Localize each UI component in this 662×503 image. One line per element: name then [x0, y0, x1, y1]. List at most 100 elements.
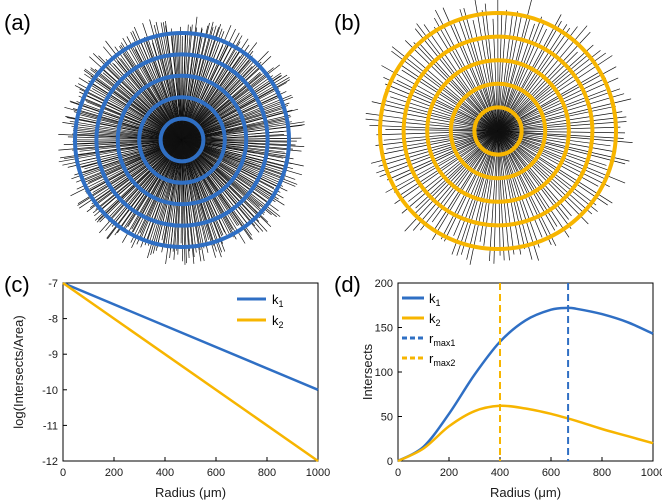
- sholl-ring: [94, 52, 270, 228]
- radial-branch: [458, 18, 499, 132]
- radial-branch: [181, 139, 281, 193]
- radial-branch: [497, 130, 624, 139]
- radial-branch: [497, 130, 610, 188]
- plot-c-ytick-label: -8: [48, 314, 58, 326]
- radial-branch: [181, 41, 241, 141]
- radial-branch: [181, 76, 268, 141]
- radial-branch: [379, 130, 499, 177]
- radial-branch: [160, 33, 183, 141]
- legend-d-k2-label: k2: [429, 311, 441, 328]
- radial-branch: [497, 130, 604, 179]
- radial-branch: [181, 91, 281, 141]
- radial-branch: [497, 130, 626, 134]
- plot-d-ticks: 0 200 400 600 800 1000 0 50 100 150 200: [375, 278, 662, 479]
- radial-branch: [409, 54, 499, 132]
- radial-branch: [73, 108, 183, 141]
- radial-branch: [181, 27, 198, 141]
- radial-branch: [433, 17, 499, 132]
- panel-label-c: (c): [4, 272, 30, 297]
- radial-branch: [180, 26, 183, 141]
- plot-c-series: [62, 281, 319, 463]
- radial-branch: [181, 139, 292, 164]
- radial-branch: [497, 130, 570, 238]
- radial-branch: [497, 130, 526, 250]
- radial-branch: [497, 16, 543, 132]
- radial-branch: [115, 57, 183, 141]
- radial-branch: [170, 139, 183, 250]
- radial-branch: [181, 139, 265, 215]
- plot-c-ticks: 0 200 400 600 800 1000 -7 -8 -9 -10 -11 -12: [42, 278, 330, 479]
- radial-branch: [181, 134, 291, 141]
- radial-branch: [497, 130, 612, 172]
- sholl-diagram-b: [365, 0, 633, 265]
- radial-branch: [181, 139, 261, 219]
- radial-branch: [181, 50, 254, 141]
- radial-branch: [376, 130, 499, 174]
- radial-branch: [382, 130, 499, 155]
- radial-branch: [181, 139, 289, 155]
- sholl-ring: [137, 95, 227, 185]
- radial-branch: [122, 139, 183, 230]
- radial-branch: [497, 17, 531, 132]
- plot-d-xtick-label: 0: [395, 467, 401, 479]
- radial-branch: [181, 95, 282, 141]
- radial-branch: [443, 130, 499, 242]
- radial-branch: [181, 139, 294, 170]
- radial-branch: [79, 107, 183, 141]
- radial-branch: [181, 139, 281, 184]
- radial-branch: [497, 77, 607, 132]
- radial-branch: [420, 130, 499, 231]
- radial-branch: [144, 139, 183, 246]
- sholl-ring: [158, 116, 206, 164]
- radial-branch: [497, 88, 621, 132]
- plot-c-ytick-label: -11: [43, 420, 58, 432]
- radial-branch: [181, 139, 234, 238]
- legend-d-k1-label: k1: [429, 291, 441, 308]
- radial-branch: [109, 139, 183, 217]
- radial-branch: [460, 130, 499, 255]
- radial-branch: [74, 139, 183, 176]
- radial-branch: [497, 130, 501, 256]
- panel-label-d: (d): [334, 272, 361, 297]
- radial-branch: [497, 72, 599, 132]
- legend-d-rmax1-label: rmax1: [429, 331, 455, 348]
- radial-branch: [497, 53, 590, 132]
- plot-d-ytick-label: 50: [381, 412, 393, 424]
- radial-branch: [181, 31, 225, 141]
- plot-d-ylabel: Intersects: [360, 343, 375, 400]
- radial-branch: [181, 139, 271, 201]
- radial-branch: [76, 116, 183, 141]
- radial-branch: [497, 130, 557, 247]
- sholl-ring: [472, 105, 524, 157]
- radial-branch: [413, 42, 499, 132]
- radial-branch: [484, 3, 499, 132]
- sholl-diagram-a: [58, 16, 305, 265]
- radial-branch: [95, 139, 183, 210]
- radial-branch: [88, 80, 183, 141]
- radial-branch: [394, 130, 499, 204]
- radial-branch: [497, 116, 627, 132]
- radial-branch: [89, 139, 183, 208]
- radial-branch: [181, 24, 189, 141]
- radial-branch: [181, 139, 284, 187]
- radial-branch: [132, 42, 183, 141]
- radial-branch: [181, 51, 247, 141]
- radial-branch: [143, 139, 183, 239]
- radial-branch: [463, 8, 499, 132]
- radial-branch: [497, 20, 562, 132]
- plot-c-legend: k1 k2: [237, 292, 284, 330]
- radial-branch: [400, 64, 499, 132]
- plot-c-series-k1: [62, 281, 319, 391]
- radial-branch: [385, 83, 499, 132]
- radial-branch: [181, 75, 274, 141]
- radial-branch: [497, 126, 621, 132]
- radial-branch: [432, 130, 499, 240]
- radial-branch: [181, 44, 230, 141]
- plot-c-ytick-label: -10: [42, 385, 58, 397]
- radial-branch: [401, 130, 499, 214]
- radial-branch: [497, 27, 571, 132]
- plot-d-xtick-label: 800: [593, 467, 611, 479]
- radial-branch: [142, 38, 183, 141]
- radial-branch: [383, 109, 499, 132]
- radial-branch: [147, 139, 183, 246]
